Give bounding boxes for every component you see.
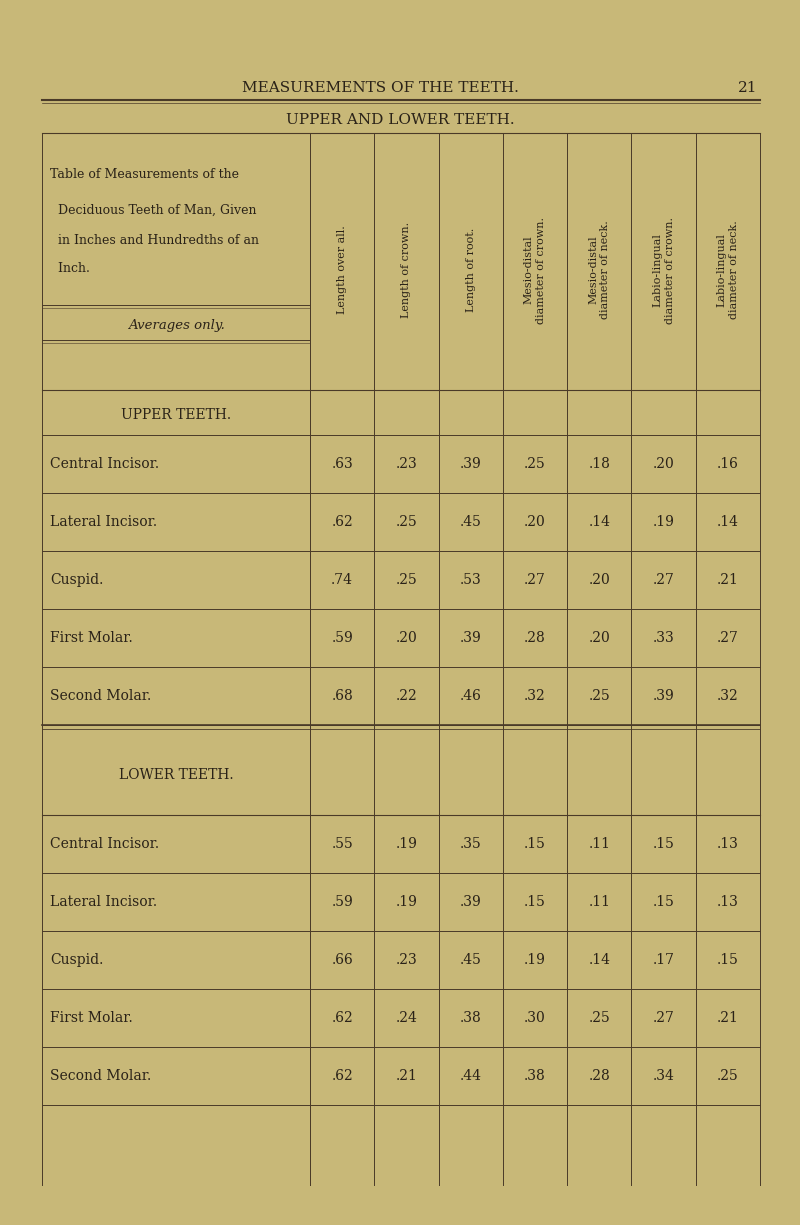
Text: .39: .39 <box>460 631 482 646</box>
Text: MEASUREMENTS OF THE TEETH.: MEASUREMENTS OF THE TEETH. <box>242 81 518 96</box>
Text: .35: .35 <box>460 837 482 851</box>
Text: .18: .18 <box>588 457 610 470</box>
Text: 21: 21 <box>738 81 758 96</box>
Text: Length over all.: Length over all. <box>337 225 347 315</box>
Text: .53: .53 <box>460 573 482 587</box>
Text: in Inches and Hundredths of an: in Inches and Hundredths of an <box>50 234 259 246</box>
Text: .62: .62 <box>331 1011 353 1025</box>
Text: Central Incisor.: Central Incisor. <box>50 837 159 851</box>
Text: .21: .21 <box>717 1011 738 1025</box>
Text: .27: .27 <box>717 631 738 646</box>
Text: .25: .25 <box>589 1011 610 1025</box>
Text: Deciduous Teeth of Man, Given: Deciduous Teeth of Man, Given <box>50 203 257 217</box>
Text: .15: .15 <box>524 837 546 851</box>
Text: .25: .25 <box>589 688 610 703</box>
Text: First Molar.: First Molar. <box>50 631 133 646</box>
Text: .19: .19 <box>653 514 674 529</box>
Text: .11: .11 <box>588 837 610 851</box>
Text: .59: .59 <box>331 631 353 646</box>
Text: .68: .68 <box>331 688 353 703</box>
Text: .25: .25 <box>395 573 418 587</box>
Text: .17: .17 <box>653 953 674 967</box>
Text: .23: .23 <box>395 457 418 470</box>
Text: .15: .15 <box>717 953 738 967</box>
Text: .25: .25 <box>717 1069 738 1083</box>
Text: .63: .63 <box>331 457 353 470</box>
Text: .16: .16 <box>717 457 738 470</box>
Text: First Molar.: First Molar. <box>50 1011 133 1025</box>
Text: .45: .45 <box>460 953 482 967</box>
Text: .45: .45 <box>460 514 482 529</box>
Text: .66: .66 <box>331 953 353 967</box>
Text: .30: .30 <box>524 1011 546 1025</box>
Text: .13: .13 <box>717 895 738 909</box>
Text: .14: .14 <box>717 514 739 529</box>
Text: Cuspid.: Cuspid. <box>50 953 103 967</box>
Text: Averages only.: Averages only. <box>127 318 225 332</box>
Text: .27: .27 <box>524 573 546 587</box>
Text: .33: .33 <box>653 631 674 646</box>
Text: .23: .23 <box>395 953 418 967</box>
Text: .20: .20 <box>653 457 674 470</box>
Text: .20: .20 <box>589 573 610 587</box>
Text: .15: .15 <box>524 895 546 909</box>
Text: .62: .62 <box>331 514 353 529</box>
Text: .20: .20 <box>524 514 546 529</box>
Text: Lateral Incisor.: Lateral Incisor. <box>50 895 157 909</box>
Text: .19: .19 <box>395 837 418 851</box>
Text: UPPER AND LOWER TEETH.: UPPER AND LOWER TEETH. <box>286 113 514 127</box>
Text: .19: .19 <box>524 953 546 967</box>
Text: .39: .39 <box>460 895 482 909</box>
Text: .14: .14 <box>588 953 610 967</box>
Text: .21: .21 <box>717 573 738 587</box>
Text: .38: .38 <box>460 1011 482 1025</box>
Text: Length of crown.: Length of crown. <box>402 222 411 318</box>
Text: .38: .38 <box>524 1069 546 1083</box>
Text: Table of Measurements of the: Table of Measurements of the <box>50 169 239 181</box>
Text: Inch.: Inch. <box>50 261 90 274</box>
Text: .13: .13 <box>717 837 738 851</box>
Text: Second Molar.: Second Molar. <box>50 1069 151 1083</box>
Text: .55: .55 <box>331 837 353 851</box>
Text: .20: .20 <box>395 631 418 646</box>
Text: .15: .15 <box>653 837 674 851</box>
Text: Length of root.: Length of root. <box>466 228 476 312</box>
Text: .32: .32 <box>524 688 546 703</box>
Text: UPPER TEETH.: UPPER TEETH. <box>121 408 231 421</box>
Text: .44: .44 <box>460 1069 482 1083</box>
Text: Cuspid.: Cuspid. <box>50 573 103 587</box>
Text: .25: .25 <box>524 457 546 470</box>
Text: Lateral Incisor.: Lateral Incisor. <box>50 514 157 529</box>
Text: .11: .11 <box>588 895 610 909</box>
Text: .21: .21 <box>395 1069 418 1083</box>
Text: .28: .28 <box>589 1069 610 1083</box>
Text: .74: .74 <box>331 573 353 587</box>
Text: .28: .28 <box>524 631 546 646</box>
Text: .39: .39 <box>653 688 674 703</box>
Text: .34: .34 <box>653 1069 674 1083</box>
Text: .25: .25 <box>395 514 418 529</box>
Text: .27: .27 <box>653 573 674 587</box>
Text: .15: .15 <box>653 895 674 909</box>
Text: .46: .46 <box>460 688 482 703</box>
Text: LOWER TEETH.: LOWER TEETH. <box>118 768 234 782</box>
Text: Second Molar.: Second Molar. <box>50 688 151 703</box>
Text: .22: .22 <box>395 688 418 703</box>
Text: Central Incisor.: Central Incisor. <box>50 457 159 470</box>
Text: .62: .62 <box>331 1069 353 1083</box>
Text: .32: .32 <box>717 688 738 703</box>
Text: .39: .39 <box>460 457 482 470</box>
Text: Labio-lingual
diameter of neck.: Labio-lingual diameter of neck. <box>717 220 739 320</box>
Text: .19: .19 <box>395 895 418 909</box>
Text: .59: .59 <box>331 895 353 909</box>
Text: .14: .14 <box>588 514 610 529</box>
Text: .24: .24 <box>395 1011 418 1025</box>
Text: Mesio-distal
diameter of crown.: Mesio-distal diameter of crown. <box>524 217 546 323</box>
Text: Labio-lingual
diameter of crown.: Labio-lingual diameter of crown. <box>652 217 674 323</box>
Text: .20: .20 <box>589 631 610 646</box>
Text: Mesio-distal
diameter of neck.: Mesio-distal diameter of neck. <box>588 220 610 320</box>
Text: .27: .27 <box>653 1011 674 1025</box>
